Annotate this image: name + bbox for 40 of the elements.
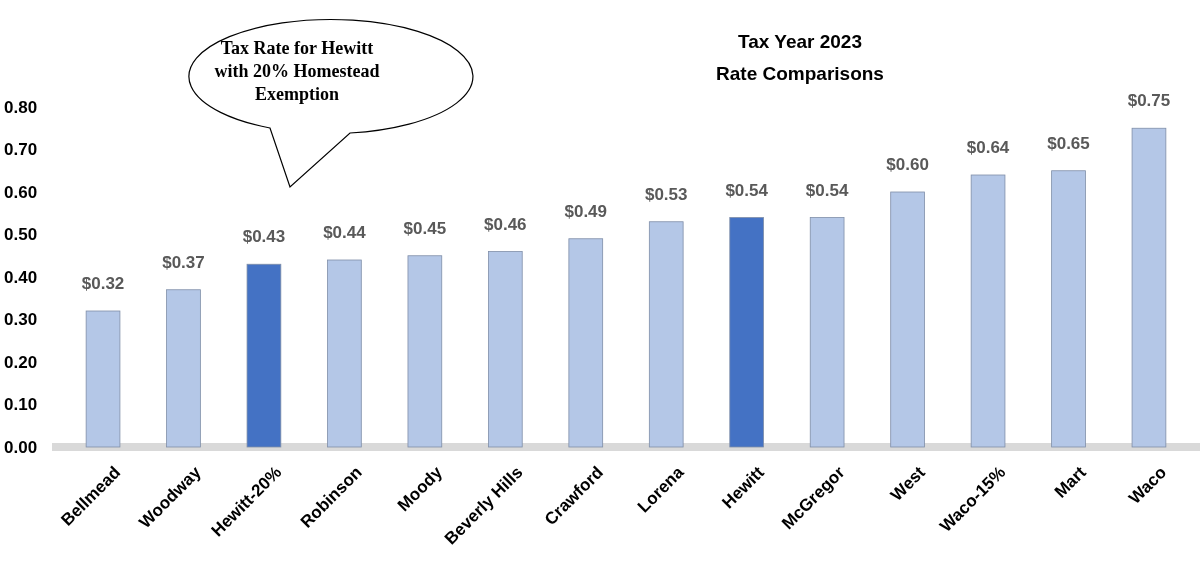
bar (166, 289, 201, 448)
y-tick-label: 0.40 (4, 267, 38, 287)
chart-title: Tax Year 2023 (738, 31, 862, 52)
data-label: $0.64 (966, 138, 1010, 157)
bar (85, 310, 121, 448)
data-label: $0.45 (403, 218, 447, 238)
data-label: $0.53 (644, 184, 688, 204)
bar (568, 238, 604, 448)
y-tick-label: 0.00 (4, 437, 38, 457)
data-label: $0.54 (725, 180, 769, 200)
data-label: $0.75 (1127, 91, 1171, 111)
data-label: $0.49 (564, 201, 608, 221)
bar (970, 174, 1006, 448)
data-label: $0.65 (1047, 133, 1090, 153)
bar (729, 217, 764, 448)
bar (488, 251, 523, 448)
chart-subtitle: Rate Comparisons (716, 63, 884, 84)
y-tick-label: 0.80 (4, 97, 38, 117)
y-tick-label: 0.50 (4, 225, 38, 245)
bar (327, 259, 362, 448)
text: Tax Rate for Hewitt with 20% Homestead Exemption (214, 38, 380, 104)
bar (1051, 170, 1086, 448)
data-label: $0.44 (323, 223, 367, 242)
bar (809, 217, 845, 448)
bar (890, 191, 925, 448)
bar (1131, 127, 1167, 448)
data-label: $0.54 (805, 180, 849, 200)
y-tick-label: 0.70 (4, 140, 38, 160)
data-label: $0.32 (81, 274, 125, 293)
y-tick-label: 0.10 (4, 395, 38, 415)
y-tick-label: 0.60 (4, 182, 38, 202)
data-label: $0.37 (162, 252, 205, 272)
y-tick-label: 0.30 (4, 310, 38, 330)
bar (648, 221, 684, 448)
data-label: $0.43 (242, 227, 286, 247)
bar (246, 263, 282, 448)
data-label: $0.60 (886, 155, 929, 174)
bar (407, 255, 443, 448)
y-tick-label: 0.20 (4, 352, 38, 372)
data-label: $0.46 (484, 214, 527, 234)
